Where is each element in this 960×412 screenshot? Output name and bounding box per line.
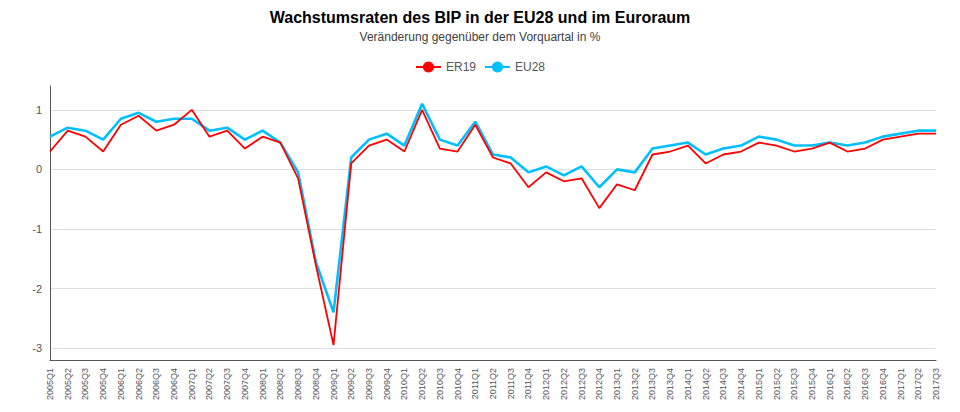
- svg-text:Wachstumsraten des BIP in der: Wachstumsraten des BIP in der EU28 und i…: [270, 9, 691, 26]
- svg-text:2010Q1: 2010Q1: [399, 368, 409, 400]
- svg-text:2008Q2: 2008Q2: [275, 368, 285, 400]
- svg-text:2012Q4: 2012Q4: [594, 368, 604, 400]
- svg-text:2015Q4: 2015Q4: [807, 368, 817, 400]
- svg-text:-3: -3: [32, 342, 42, 354]
- svg-text:2007Q4: 2007Q4: [240, 368, 250, 400]
- svg-text:2017Q2: 2017Q2: [913, 368, 923, 400]
- svg-text:2005Q2: 2005Q2: [63, 368, 73, 400]
- svg-text:2005Q3: 2005Q3: [80, 368, 90, 400]
- svg-text:2007Q1: 2007Q1: [187, 368, 197, 400]
- svg-text:2013Q2: 2013Q2: [630, 368, 640, 400]
- svg-text:2013Q3: 2013Q3: [647, 368, 657, 400]
- svg-text:2015Q2: 2015Q2: [772, 368, 782, 400]
- svg-text:-2: -2: [32, 283, 42, 295]
- svg-text:2016Q1: 2016Q1: [825, 368, 835, 400]
- svg-text:2014Q1: 2014Q1: [683, 368, 693, 400]
- svg-text:2010Q2: 2010Q2: [417, 368, 427, 400]
- svg-text:2008Q1: 2008Q1: [258, 368, 268, 400]
- svg-text:2011Q3: 2011Q3: [506, 368, 516, 399]
- svg-text:2009Q3: 2009Q3: [364, 368, 374, 400]
- svg-text:2016Q4: 2016Q4: [878, 368, 888, 400]
- svg-text:2007Q2: 2007Q2: [204, 368, 214, 400]
- svg-text:0: 0: [36, 163, 42, 175]
- svg-text:1: 1: [36, 104, 42, 116]
- svg-text:2008Q3: 2008Q3: [293, 368, 303, 400]
- svg-text:2010Q4: 2010Q4: [453, 368, 463, 400]
- svg-text:2006Q1: 2006Q1: [116, 368, 126, 400]
- svg-text:2009Q1: 2009Q1: [329, 368, 339, 400]
- svg-text:2015Q1: 2015Q1: [754, 368, 764, 400]
- svg-text:2011Q2: 2011Q2: [488, 368, 498, 399]
- svg-text:2012Q1: 2012Q1: [541, 368, 551, 400]
- svg-text:2009Q2: 2009Q2: [346, 368, 356, 400]
- svg-text:EU28: EU28: [515, 60, 545, 74]
- svg-text:2011Q1: 2011Q1: [470, 368, 480, 399]
- svg-text:2012Q2: 2012Q2: [559, 368, 569, 400]
- svg-text:-1: -1: [32, 223, 42, 235]
- svg-text:2015Q3: 2015Q3: [789, 368, 799, 400]
- svg-text:2017Q1: 2017Q1: [896, 368, 906, 400]
- svg-text:2006Q4: 2006Q4: [169, 368, 179, 400]
- svg-text:2012Q3: 2012Q3: [577, 368, 587, 400]
- svg-text:2011Q4: 2011Q4: [523, 368, 533, 399]
- svg-text:2008Q4: 2008Q4: [311, 368, 321, 400]
- svg-text:2014Q2: 2014Q2: [701, 368, 711, 400]
- svg-text:2006Q3: 2006Q3: [151, 368, 161, 400]
- svg-text:2013Q4: 2013Q4: [665, 368, 675, 400]
- svg-text:2005Q4: 2005Q4: [98, 368, 108, 400]
- svg-text:2014Q3: 2014Q3: [718, 368, 728, 400]
- svg-text:2016Q3: 2016Q3: [860, 368, 870, 400]
- svg-text:2013Q1: 2013Q1: [612, 368, 622, 400]
- svg-text:2009Q4: 2009Q4: [382, 368, 392, 400]
- svg-text:ER19: ER19: [446, 60, 476, 74]
- svg-text:2010Q3: 2010Q3: [435, 368, 445, 400]
- svg-text:2006Q2: 2006Q2: [134, 368, 144, 400]
- svg-text:Veränderung gegenüber dem Vorq: Veränderung gegenüber dem Vorquartal in …: [360, 30, 601, 44]
- svg-text:2005Q1: 2005Q1: [45, 368, 55, 400]
- svg-text:2016Q2: 2016Q2: [842, 368, 852, 400]
- svg-text:2007Q3: 2007Q3: [222, 368, 232, 400]
- svg-text:2017Q3: 2017Q3: [931, 368, 941, 400]
- svg-text:2014Q4: 2014Q4: [736, 368, 746, 400]
